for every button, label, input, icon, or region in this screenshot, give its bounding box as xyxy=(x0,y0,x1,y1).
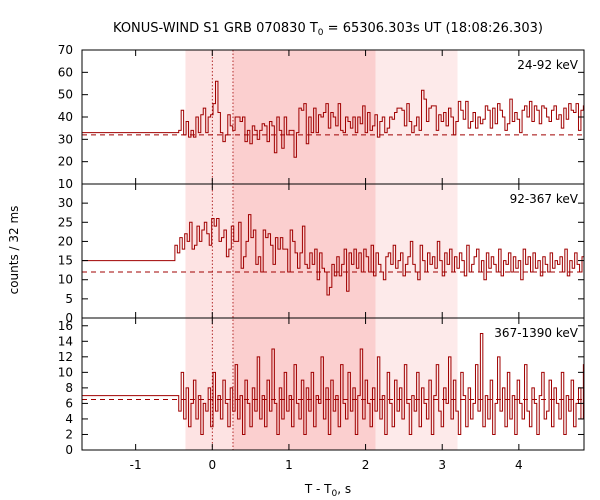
y-tick-label: 30 xyxy=(58,132,73,146)
y-tick-label: 5 xyxy=(65,292,73,306)
energy-band-label: 24-92 keV xyxy=(517,58,579,72)
y-tick-label: 0 xyxy=(65,311,73,325)
chart-title: KONUS-WIND S1 GRB 070830 T0 = 65306.303s… xyxy=(113,21,543,38)
y-tick-label: 8 xyxy=(65,381,73,395)
y-tick-label: 50 xyxy=(58,88,73,102)
x-tick-label: 3 xyxy=(438,458,446,472)
y-tick-label: 30 xyxy=(58,196,73,210)
energy-band-label: 92-367 keV xyxy=(510,192,579,206)
y-tick-label: 70 xyxy=(58,43,73,57)
panel-frame xyxy=(81,317,585,451)
y-tick-label: 15 xyxy=(58,254,73,268)
x-tick-label: 1 xyxy=(285,458,293,472)
y-tick-label: 6 xyxy=(65,396,73,410)
y-tick-label: 4 xyxy=(65,412,73,426)
y-tick-label: 20 xyxy=(58,234,73,248)
y-tick-label: 12 xyxy=(58,350,73,364)
x-tick-label: 0 xyxy=(208,458,216,472)
y-tick-label: 25 xyxy=(58,215,73,229)
y-axis-label: counts / 32 ms xyxy=(7,206,21,295)
y-tick-label: 10 xyxy=(58,177,73,191)
light-curve-1 xyxy=(82,214,585,296)
light-curve-0 xyxy=(82,74,585,158)
x-axis-label: T - T0, s xyxy=(304,482,351,499)
y-tick-label: 16 xyxy=(58,319,73,333)
x-tick-label: -1 xyxy=(130,458,142,472)
x-tick-label: 4 xyxy=(515,458,523,472)
y-tick-label: 14 xyxy=(58,334,73,348)
x-tick-label: 2 xyxy=(362,458,370,472)
y-tick-label: 20 xyxy=(58,155,73,169)
y-tick-label: 40 xyxy=(58,110,73,124)
energy-band-label: 367-1390 keV xyxy=(494,326,578,340)
y-tick-label: 2 xyxy=(65,427,73,441)
y-tick-label: 60 xyxy=(58,65,73,79)
y-tick-label: 10 xyxy=(58,365,73,379)
light-curve-2 xyxy=(82,333,585,435)
y-tick-label: 0 xyxy=(65,443,73,457)
y-tick-label: 10 xyxy=(58,273,73,287)
